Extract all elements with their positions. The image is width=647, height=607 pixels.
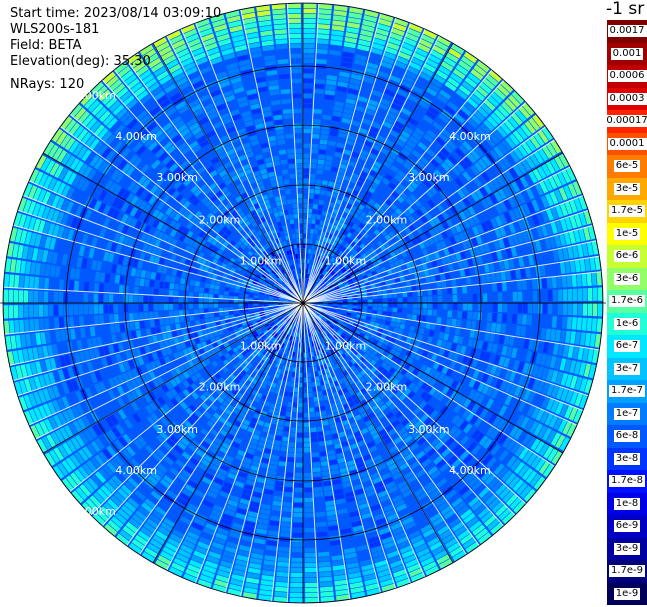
field-name: Field: BETA [10,38,82,53]
colorbar-label: 1.7e-8 [608,475,646,488]
range-label: 3.00km [408,171,450,184]
colorbar-label: 0.0003 [607,92,647,105]
colorbar-swatch: 1e-6 [607,312,647,335]
colorbar-label: 3e-6 [613,272,641,285]
range-labels: 1.00km 1.00km 1.00km 1.00km 2.00km 2.00km 2.00… [74,89,490,518]
colorbar-swatch: 1.7e-5 [607,200,647,223]
colorbar-swatch: 6e-9 [607,515,647,538]
colorbar-label: 1.7e-5 [608,205,646,218]
colorbar-label: 1e-6 [613,317,641,330]
range-label: 3.00km [408,423,450,436]
range-label: 2.00km [199,380,241,393]
instrument-name: WLS200s-181 [10,22,100,37]
range-label: 1.00km [325,339,367,352]
colorbar-swatch: 1.7e-7 [607,380,647,403]
range-label: 2.00km [366,380,408,393]
colorbar-swatch: 0.0003 [607,87,647,110]
colorbar-title: -1 sr [606,0,645,19]
colorbar-label: 3e-7 [613,362,641,375]
colorbar-swatch: 6e-7 [607,335,647,358]
colorbar-swatch: 1.7e-8 [607,470,647,493]
colorbar-swatch: 1.7e-9 [607,560,647,583]
colorbar-swatch: 6e-8 [607,425,647,448]
colorbar-swatch: 3e-8 [607,447,647,470]
range-label: 5.00km [74,505,116,518]
colorbar-swatch: 3e-7 [607,357,647,380]
range-label: 1.00km [240,339,282,352]
start-time: Start time: 2023/08/14 03:09:10 [10,6,222,21]
colorbar-label: 1.7e-9 [608,565,646,578]
colorbar-swatch: 0.0001 [607,132,647,155]
elevation: Elevation(deg): 35.30 [10,54,151,69]
colorbar-label: 3e-8 [613,452,641,465]
colorbar-swatch: 1e-5 [607,222,647,245]
colorbar-swatch: 1e-8 [607,492,647,515]
colorbar-swatch: 0.001 [607,42,647,65]
colorbar-label: 6e-5 [613,160,641,173]
range-label: 1.00km [325,255,367,268]
range-label: 2.00km [366,214,408,227]
colorbar: 0.0017 0.001 0.0006 0.0003 0.00017 0.0001 6e-5… [604,20,647,605]
ray-count: NRays: 120 [10,77,85,92]
range-label: 2.00km [199,214,241,227]
colorbar-label: 0.0017 [607,25,647,38]
colorbar-label: 0.001 [610,47,644,60]
colorbar-swatch: 1e-9 [607,582,647,605]
range-label: 3.00km [156,423,198,436]
colorbar-label: 0.0006 [607,70,647,83]
colorbar-label: 1.7e-6 [608,295,646,308]
range-label: 1.00km [240,255,282,268]
colorbar-label: 6e-8 [613,430,641,443]
colorbar-label: 1e-8 [613,497,641,510]
scan-info: Start time: 2023/08/14 03:09:10 WLS200s-… [10,6,221,93]
range-label: 4.00km [115,464,157,477]
colorbar-label: 1e-5 [613,227,641,240]
colorbar-label: 6e-7 [613,340,641,353]
range-label: 3.00km [156,171,198,184]
colorbar-swatch: 3e-9 [607,537,647,560]
colorbar-swatch: 3e-6 [607,267,647,290]
colorbar-swatch: 3e-5 [607,177,647,200]
colorbar-label: 3e-9 [613,542,641,555]
colorbar-swatch: 1.7e-6 [607,290,647,313]
colorbar-label: 3e-5 [613,182,641,195]
colorbar-label: 6e-6 [613,250,641,263]
colorbar-label: 1e-9 [613,587,641,600]
colorbar-label: 1e-7 [613,407,641,420]
colorbar-swatch: 6e-5 [607,155,647,178]
colorbar-label: 0.00017 [604,115,647,128]
colorbar-label: 0.0001 [607,137,647,150]
range-label: 4.00km [115,130,157,143]
colorbar-swatch: 0.00017 [604,110,647,133]
colorbar-label: 6e-9 [613,520,641,533]
colorbar-swatch: 0.0017 [607,20,647,43]
range-label: 5.00km [74,89,116,102]
ppi-scan-plot[interactable]: 1.00km 1.00km 1.00km 1.00km 2.00km 2.00km 2.00… [0,0,607,607]
colorbar-label: 1.7e-7 [608,385,646,398]
colorbar-swatch: 1e-7 [607,402,647,425]
range-label: 4.00km [449,130,491,143]
polar-grid [0,2,606,604]
colorbar-swatch: 6e-6 [607,245,647,268]
colorbar-swatch: 0.0006 [607,65,647,88]
range-label: 4.00km [449,464,491,477]
